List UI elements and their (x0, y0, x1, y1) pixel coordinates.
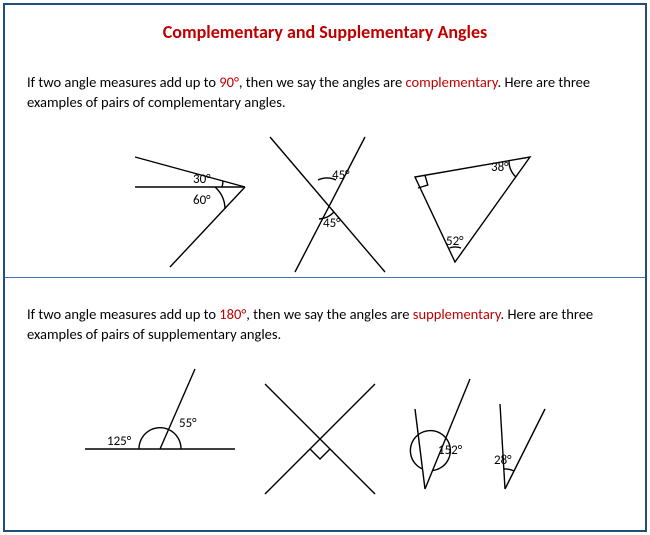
supp-ex3b (500, 404, 545, 489)
comp-ex2 (270, 137, 385, 272)
comp-text-mid: , then we say the angles are (239, 73, 406, 91)
main-container: Complementary and Supplementary Angles I… (3, 3, 647, 532)
supplementary-description: If two angle measures add up to 180°, th… (27, 304, 623, 345)
comp-sum: 90° (219, 73, 239, 91)
supp-ex1-angle2: 125° (107, 434, 132, 449)
supp-text-prefix: If two angle measures add up to (27, 305, 219, 323)
supp-svg: 55° 125° 152° 28° (55, 359, 595, 509)
supp-ex3 (410, 379, 470, 489)
comp-ex3-angle1: 38° (491, 160, 509, 175)
comp-ex3-angle2: 52° (446, 234, 464, 249)
comp-ex1-angle2: 60° (193, 193, 211, 208)
supp-ex2 (265, 384, 375, 494)
comp-keyword: complementary (405, 73, 497, 91)
comp-svg: 30° 60° 45° 45° 38° 52° (75, 127, 575, 277)
comp-ex2-angle2: 45° (323, 216, 341, 231)
supplementary-section: If two angle measures add up to 180°, th… (5, 278, 645, 345)
supplementary-diagrams: 55° 125° 152° 28° (5, 359, 645, 509)
supp-ex3-angle1: 152° (438, 443, 463, 458)
comp-ex1-angle1: 30° (193, 172, 211, 187)
comp-ex2-angle1: 45° (332, 168, 350, 183)
supp-text-mid: , then we say the angles are (246, 305, 413, 323)
supp-keyword: supplementary (413, 305, 501, 323)
complementary-description: If two angle measures add up to 90°, the… (27, 72, 623, 113)
page-title: Complementary and Supplementary Angles (5, 5, 645, 57)
comp-ex1 (135, 157, 245, 267)
complementary-section: If two angle measures add up to 90°, the… (5, 72, 645, 113)
supp-sum: 180° (219, 305, 246, 323)
comp-ex3 (415, 157, 530, 262)
complementary-diagrams: 30° 60° 45° 45° 38° 52° (5, 127, 645, 277)
comp-text-prefix: If two angle measures add up to (27, 73, 219, 91)
supp-ex1-angle1: 55° (179, 416, 197, 431)
supp-ex3-angle2: 28° (494, 453, 512, 468)
